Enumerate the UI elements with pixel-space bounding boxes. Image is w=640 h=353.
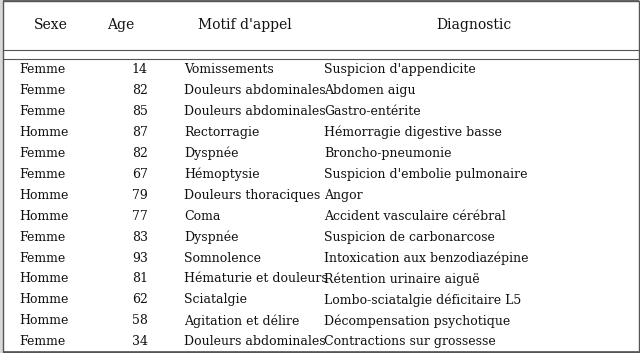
Text: 77: 77	[132, 210, 148, 223]
Text: Femme: Femme	[19, 335, 65, 348]
Text: 93: 93	[132, 251, 148, 264]
Text: Homme: Homme	[19, 210, 68, 223]
Text: Motif d'appel: Motif d'appel	[198, 18, 292, 32]
Text: Intoxication aux benzodiazépine: Intoxication aux benzodiazépine	[324, 251, 529, 265]
Text: Femme: Femme	[19, 231, 65, 244]
Text: 83: 83	[132, 231, 148, 244]
Text: Femme: Femme	[19, 105, 65, 118]
Text: 34: 34	[132, 335, 148, 348]
Text: Broncho-pneumonie: Broncho-pneumonie	[324, 147, 452, 160]
Text: Angor: Angor	[324, 189, 363, 202]
Text: Gastro-entérite: Gastro-entérite	[324, 105, 420, 118]
Text: 58: 58	[132, 315, 148, 327]
Text: Douleurs thoraciques: Douleurs thoraciques	[184, 189, 321, 202]
Text: 67: 67	[132, 168, 148, 181]
Text: Homme: Homme	[19, 189, 68, 202]
Text: Homme: Homme	[19, 315, 68, 327]
Text: Décompensation psychotique: Décompensation psychotique	[324, 314, 510, 328]
Text: Homme: Homme	[19, 273, 68, 286]
Text: 82: 82	[132, 84, 148, 97]
Text: Contractions sur grossesse: Contractions sur grossesse	[324, 335, 496, 348]
Text: Somnolence: Somnolence	[184, 251, 261, 264]
Text: Agitation et délire: Agitation et délire	[184, 314, 300, 328]
Text: Sexe: Sexe	[34, 18, 68, 32]
Text: Douleurs abdominales: Douleurs abdominales	[184, 335, 326, 348]
Text: Douleurs abdominales: Douleurs abdominales	[184, 105, 326, 118]
Text: 85: 85	[132, 105, 148, 118]
Text: Femme: Femme	[19, 84, 65, 97]
Text: Hémorragie digestive basse: Hémorragie digestive basse	[324, 126, 502, 139]
Text: 82: 82	[132, 147, 148, 160]
Text: Rectorragie: Rectorragie	[184, 126, 260, 139]
Text: 14: 14	[132, 63, 148, 76]
Text: 87: 87	[132, 126, 148, 139]
Text: Diagnostic: Diagnostic	[436, 18, 511, 32]
Text: Sciatalgie: Sciatalgie	[184, 293, 247, 306]
Text: Lombo-sciatalgie déficitaire L5: Lombo-sciatalgie déficitaire L5	[324, 293, 522, 307]
Text: 62: 62	[132, 293, 148, 306]
Text: Suspicion d'appendicite: Suspicion d'appendicite	[324, 63, 476, 76]
Text: Hémoptysie: Hémoptysie	[184, 167, 260, 181]
Text: Rétention urinaire aiguë: Rétention urinaire aiguë	[324, 272, 480, 286]
Text: Suspicion d'embolie pulmonaire: Suspicion d'embolie pulmonaire	[324, 168, 527, 181]
Text: Hématurie et douleurs: Hématurie et douleurs	[184, 273, 328, 286]
Text: Femme: Femme	[19, 147, 65, 160]
Text: Dyspnée: Dyspnée	[184, 146, 239, 160]
Text: Vomissements: Vomissements	[184, 63, 274, 76]
Text: Dyspnée: Dyspnée	[184, 230, 239, 244]
Text: Suspicion de carbonarcose: Suspicion de carbonarcose	[324, 231, 495, 244]
Text: 79: 79	[132, 189, 148, 202]
Text: Homme: Homme	[19, 293, 68, 306]
Text: Abdomen aigu: Abdomen aigu	[324, 84, 415, 97]
Text: Accident vasculaire cérébral: Accident vasculaire cérébral	[324, 210, 506, 223]
Text: Femme: Femme	[19, 63, 65, 76]
Text: Age: Age	[107, 18, 134, 32]
Text: Femme: Femme	[19, 168, 65, 181]
Text: Femme: Femme	[19, 251, 65, 264]
FancyBboxPatch shape	[3, 1, 639, 352]
Text: Coma: Coma	[184, 210, 221, 223]
Text: Homme: Homme	[19, 126, 68, 139]
Text: 81: 81	[132, 273, 148, 286]
Text: Douleurs abdominales: Douleurs abdominales	[184, 84, 326, 97]
